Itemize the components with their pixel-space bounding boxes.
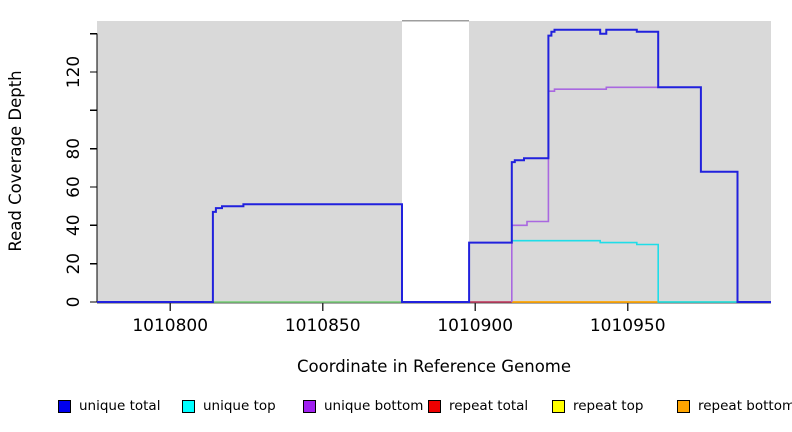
legend-item-repeat-total: repeat total — [428, 396, 528, 416]
legend-item-unique-top: unique top — [182, 396, 276, 416]
legend: unique total unique top unique bottom repea… — [0, 396, 792, 420]
shaded-region — [469, 21, 771, 302]
legend-label: repeat bottom — [698, 398, 792, 414]
legend-label: unique total — [79, 398, 161, 414]
legend-item-repeat-bottom: repeat bottom — [677, 396, 792, 416]
y-tick-label: 60 — [64, 176, 84, 198]
y-tick-label: 40 — [64, 214, 84, 236]
y-axis-title: Read Coverage Depth — [6, 70, 25, 251]
y-tick-label: 120 — [64, 56, 84, 88]
y-tick-label: 0 — [64, 297, 84, 308]
y-tick-label: 20 — [64, 253, 84, 275]
shaded-region — [97, 21, 402, 302]
series-unique-total — [97, 28, 771, 303]
legend-swatch-icon — [552, 399, 565, 413]
legend-item-repeat-top: repeat top — [552, 396, 643, 416]
series-lines — [97, 28, 771, 303]
legend-item-unique-total: unique total — [58, 396, 160, 416]
legend-swatch-icon — [677, 399, 690, 413]
legend-swatch-icon — [303, 399, 316, 413]
legend-swatch-icon — [428, 399, 441, 413]
legend-swatch-icon — [58, 399, 71, 413]
legend-item-unique-bottom: unique bottom — [303, 396, 423, 416]
legend-swatch-icon — [182, 399, 195, 413]
series-unique-top — [511, 239, 738, 303]
legend-label: unique bottom — [324, 398, 424, 414]
tick-labels: 0 20 40 60 80 120 1010800 1010850 1010900 1010950 — [64, 56, 666, 336]
gap-top-strip — [402, 19, 470, 22]
x-tick-label: 1010850 — [285, 316, 361, 336]
x-tick-label: 1010800 — [132, 316, 208, 336]
legend-label: repeat total — [449, 398, 529, 414]
coverage-plot: 0 20 40 60 80 120 1010800 1010850 1010900 1010950… — [6, 19, 771, 376]
legend-label: unique top — [203, 398, 276, 414]
background-regions — [97, 19, 771, 302]
x-axis-title: Coordinate in Reference Genome — [297, 357, 571, 376]
x-tick-label: 1010950 — [590, 316, 666, 336]
legend-label: repeat top — [573, 398, 644, 414]
y-tick-label: 80 — [64, 138, 84, 160]
x-tick-label: 1010900 — [437, 316, 513, 336]
